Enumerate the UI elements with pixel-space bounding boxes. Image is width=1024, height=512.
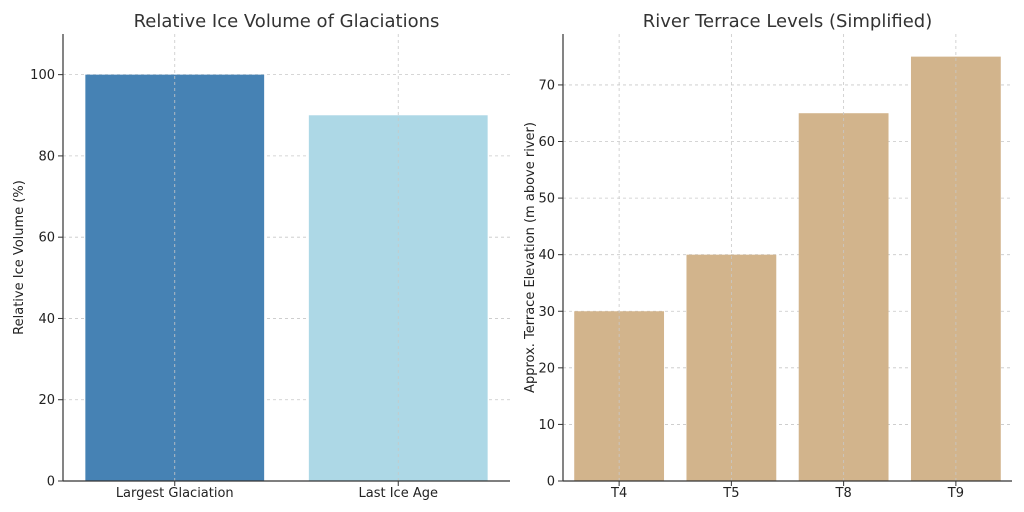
x-tick-label: T4	[610, 486, 627, 501]
y-tick-label: 30	[538, 305, 555, 320]
chart-title: River Terrace Levels (Simplified)	[643, 11, 932, 32]
chart-river-terraces: River Terrace Levels (Simplified) Approx…	[523, 11, 1012, 501]
y-tick-label: 60	[538, 135, 555, 150]
bars	[574, 34, 1001, 482]
bars	[85, 34, 488, 482]
y-axis-label: Approx. Terrace Elevation (m above river…	[523, 122, 538, 393]
chart-title: Relative Ice Volume of Glaciations	[134, 11, 440, 32]
chart-ice-volume: Relative Ice Volume of Glaciations Relat…	[12, 11, 510, 501]
y-tick-label: 50	[538, 192, 555, 207]
x-tick-label: T8	[835, 486, 852, 501]
y-tick-label: 80	[38, 149, 55, 164]
y-tick-label: 40	[538, 248, 555, 263]
x-tick-label: T5	[722, 486, 739, 501]
y-tick-label: 10	[538, 418, 555, 433]
y-tick-label: 20	[538, 361, 555, 376]
y-tick-label: 60	[38, 231, 55, 246]
axes: 0 10 20 30 40 50 60 70 T4 T5 T8 T9	[538, 34, 1012, 501]
y-tick-label: 0	[47, 475, 55, 490]
y-tick-label: 40	[38, 312, 55, 327]
axes: 0 20 40 60 80 100 Largest Glaciation Last Ice A…	[30, 34, 510, 501]
y-tick-label: 70	[538, 78, 555, 93]
y-tick-label: 20	[38, 393, 55, 408]
y-tick-label: 100	[30, 68, 55, 83]
x-tick-label: Last Ice Age	[359, 486, 438, 501]
y-axis-label: Relative Ice Volume (%)	[12, 180, 27, 335]
x-tick-label: T9	[947, 486, 964, 501]
x-tick-label: Largest Glaciation	[116, 486, 234, 501]
y-tick-label: 0	[547, 475, 555, 490]
